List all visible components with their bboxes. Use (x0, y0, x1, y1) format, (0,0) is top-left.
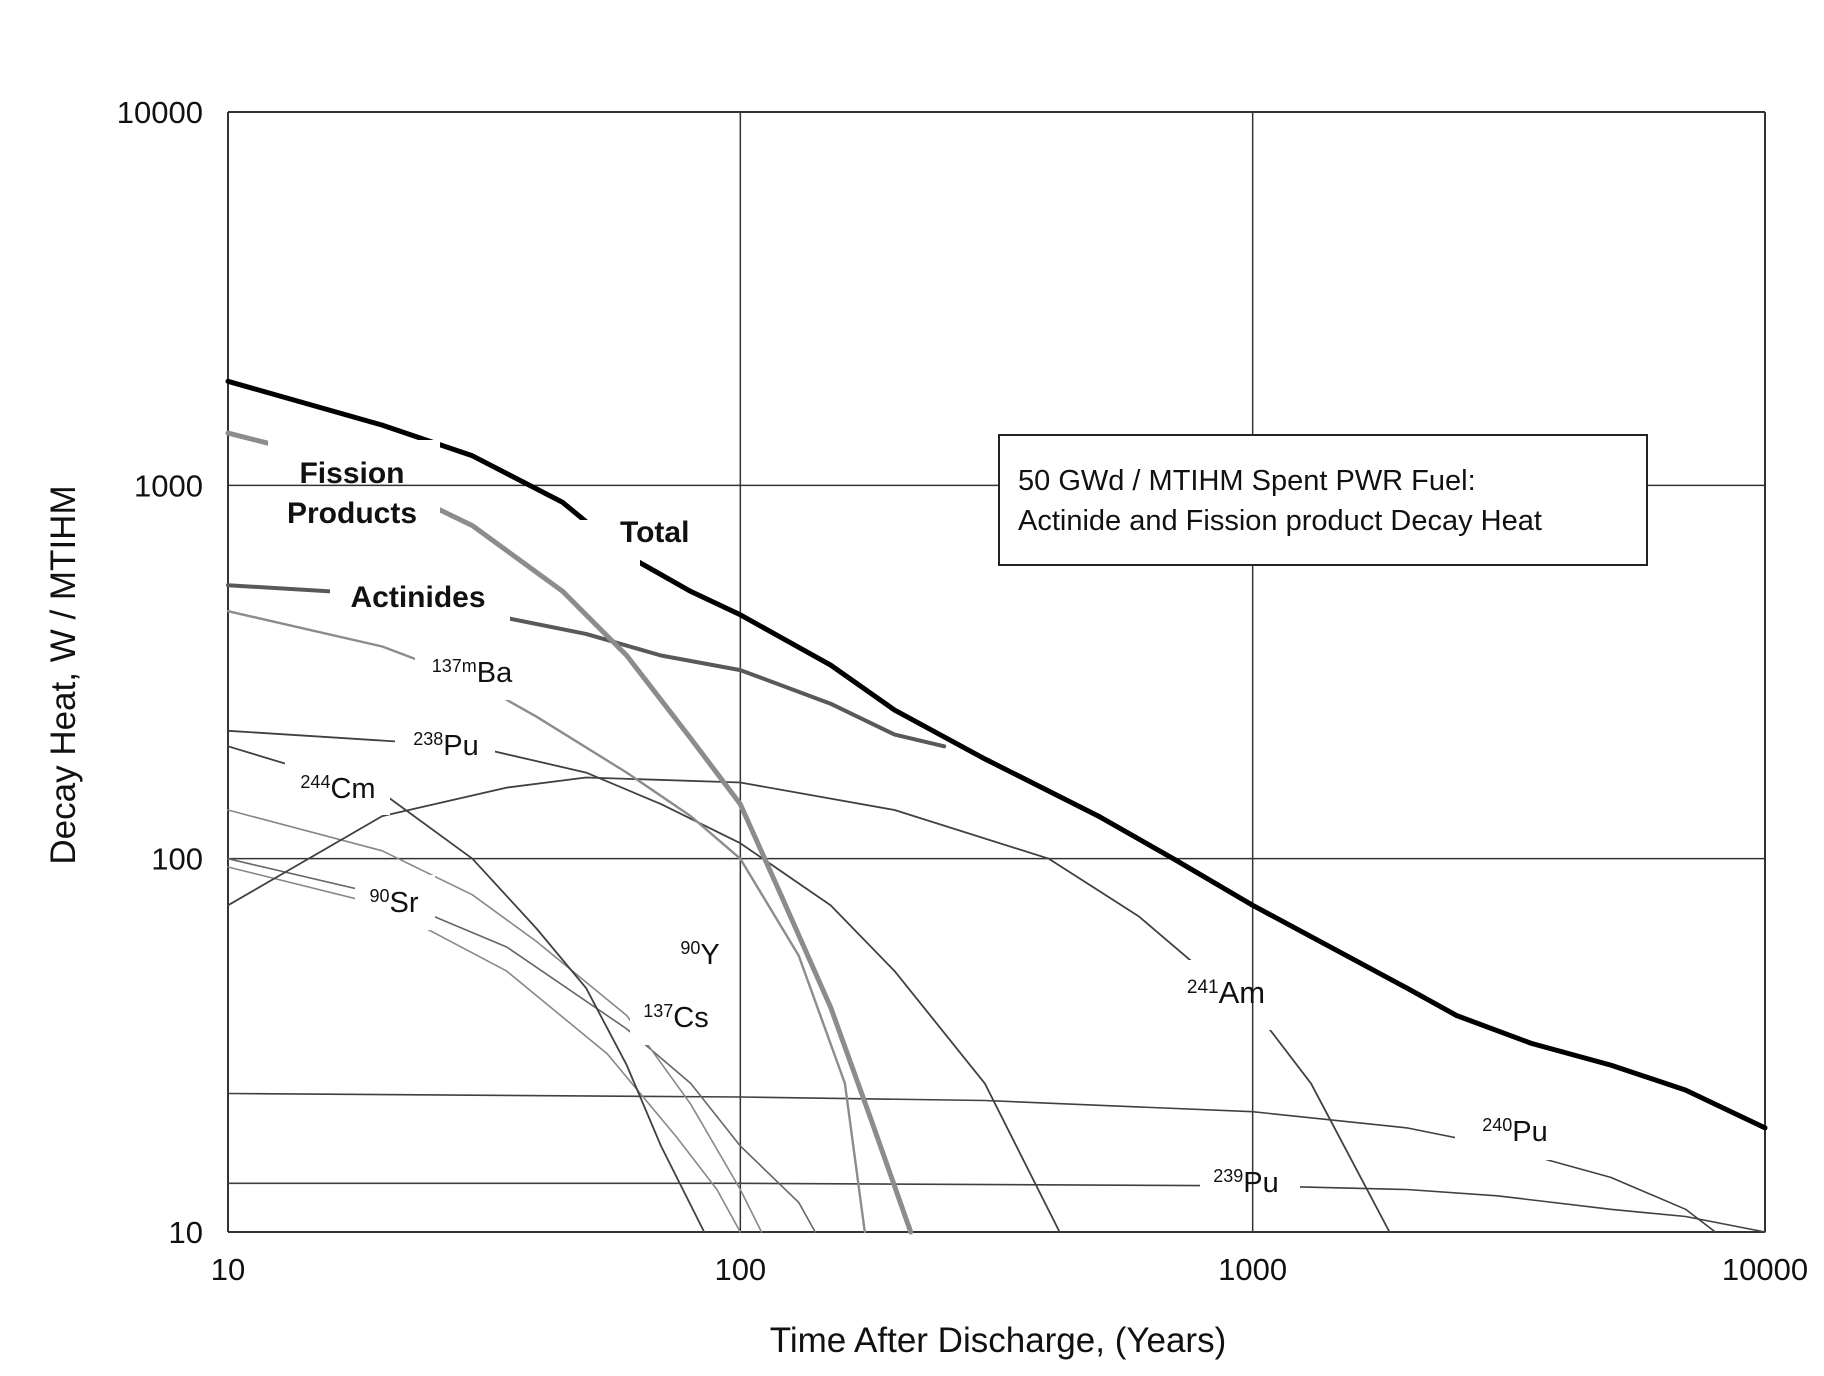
y-tick-label-1: 100 (151, 842, 203, 877)
series-line-fission-products (225, 430, 914, 1235)
series-label-am241: 241Am (1187, 975, 1265, 1010)
series-label-actinides: Actinides (350, 581, 485, 614)
series-label-y90: 90Y (680, 938, 719, 971)
y-axis-title: Decay Heat, W / MTIHM (44, 485, 83, 864)
series-label-fission-products: Fission (299, 457, 404, 490)
annotation-line-1: 50 GWd / MTIHM Spent PWR Fuel: (1018, 465, 1476, 497)
x-tick-label-0: 10 (211, 1252, 245, 1287)
series-line-cm244 (227, 745, 706, 1233)
annotation-box: 50 GWd / MTIHM Spent PWR Fuel: Actinide … (998, 434, 1648, 566)
series-label-ba137m: 137mBa (432, 656, 513, 689)
series-line-actinides (226, 583, 947, 749)
series-line-total (225, 378, 1768, 1131)
series-line-y90 (227, 857, 816, 1233)
y-tick-label-0: 10 (169, 1215, 203, 1250)
x-tick-label-1: 100 (714, 1252, 766, 1287)
series-line-sr90 (227, 809, 763, 1233)
series-line-cs137 (227, 866, 742, 1233)
annotation-frame (998, 434, 1648, 566)
x-axis-title: Time After Discharge, (Years) (770, 1321, 1226, 1360)
series-label-fission-products-line2: Products (287, 497, 417, 530)
series-label-pu238: 238Pu (413, 729, 479, 762)
annotation-line-2: Actinide and Fission product Decay Heat (1018, 505, 1542, 537)
series-lines (225, 378, 1768, 1235)
series-label-cm244: 244Cm (300, 772, 375, 805)
series-label-cs137: 137Cs (643, 1001, 709, 1034)
x-tick-labels: 10 100 1000 10000 (211, 1252, 1808, 1287)
y-tick-label-2: 1000 (134, 468, 203, 503)
y-tick-labels: 10 100 1000 10000 (117, 95, 203, 1250)
series-label-pu239: 239Pu (1213, 1166, 1279, 1199)
series-line-ba137m (226, 610, 866, 1234)
series-label-sr90: 90Sr (369, 886, 418, 919)
x-tick-label-3: 10000 (1722, 1252, 1808, 1287)
series-labels: Total Fission Products Actinides 137mBa 238Pu… (287, 457, 1548, 1199)
series-label-total: Total (620, 516, 689, 549)
x-tick-label-2: 1000 (1218, 1252, 1287, 1287)
y-tick-label-3: 10000 (117, 95, 203, 130)
series-line-am241 (227, 776, 1391, 1233)
series-line-pu239 (227, 1182, 1766, 1233)
series-label-pu240: 240Pu (1482, 1115, 1548, 1148)
series-line-pu238 (227, 729, 1061, 1233)
grid-lines (227, 111, 1766, 1233)
series-line-pu240 (227, 1092, 1717, 1233)
